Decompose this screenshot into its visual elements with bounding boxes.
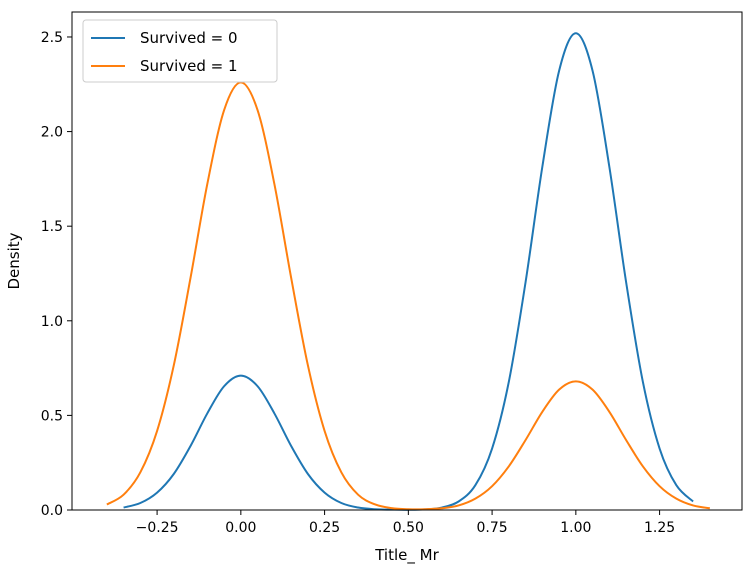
x-tick-label: 0.50 (393, 520, 424, 536)
y-axis-label: Density (5, 232, 23, 289)
y-tick-label: 0.0 (41, 503, 63, 519)
y-tick-label: 1.0 (41, 314, 63, 330)
x-tick-label: 1.00 (560, 520, 591, 536)
series-line-survived-1 (106, 81, 711, 511)
legend-label-survived-0: Survived = 0 (140, 29, 238, 47)
plot-frame (71, 11, 743, 511)
series-line-survived-0 (123, 32, 694, 511)
x-axis-label: Title_ Mr (374, 546, 439, 565)
x-tick-label: 1.25 (644, 520, 675, 536)
x-tick-label: 0.25 (309, 520, 340, 536)
legend-label-survived-1: Survived = 1 (140, 57, 238, 75)
y-tick-label: 0.5 (41, 408, 63, 424)
x-tick-label: 0.00 (225, 520, 256, 536)
y-tick-label: 2.0 (41, 125, 63, 141)
y-tick-label: 2.5 (41, 30, 63, 46)
y-axis: 0.0 0.5 1.0 1.5 2.0 2.5 (41, 30, 72, 519)
x-tick-label: 0.75 (477, 520, 508, 536)
y-tick-label: 1.5 (41, 219, 63, 235)
series-lines (106, 32, 711, 511)
x-tick-label: −0.25 (136, 520, 179, 536)
x-axis: −0.25 0.00 0.25 0.50 0.75 1.00 1.25 (136, 510, 675, 536)
legend-box (82, 19, 278, 83)
legend: Survived = 0 Survived = 1 (82, 19, 278, 83)
